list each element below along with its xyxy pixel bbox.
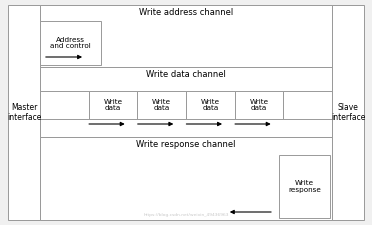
Text: https://blog.csdn.net/weixin_49436963: https://blog.csdn.net/weixin_49436963 <box>143 213 229 217</box>
Bar <box>40 5 332 67</box>
Bar <box>279 155 330 218</box>
Bar <box>40 67 332 137</box>
Bar <box>283 91 332 119</box>
Text: Write data channel: Write data channel <box>146 70 226 79</box>
Bar <box>137 91 186 119</box>
Text: Address
and control: Address and control <box>50 36 91 50</box>
Bar <box>8 5 40 220</box>
Text: Write address channel: Write address channel <box>139 8 233 17</box>
Bar <box>89 91 137 119</box>
Bar <box>186 91 235 119</box>
Text: Master
interface: Master interface <box>7 103 41 122</box>
Bar <box>40 21 101 65</box>
Bar <box>332 5 364 220</box>
Text: Write
data: Write data <box>152 99 171 112</box>
Bar <box>40 91 89 119</box>
Bar <box>40 137 332 220</box>
Bar <box>235 91 283 119</box>
Text: Write response channel: Write response channel <box>136 140 236 149</box>
Text: Write
response: Write response <box>288 180 321 193</box>
Text: Write
data: Write data <box>201 99 220 112</box>
Text: Write
data: Write data <box>103 99 122 112</box>
Text: Write
data: Write data <box>250 99 269 112</box>
Text: Slave
interface: Slave interface <box>331 103 365 122</box>
